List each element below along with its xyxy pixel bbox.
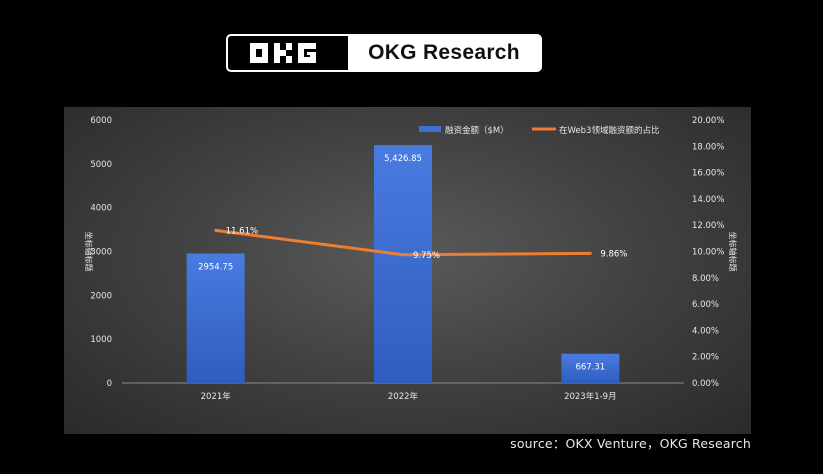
line-data-label: 9.75%	[413, 251, 440, 261]
brand-logo-frame: OKG Research	[226, 34, 542, 72]
brand-name-box: OKG Research	[348, 36, 540, 70]
funding-chart: 0 1000 2000 3000 4000 5000 6000 0.00% 2.00% 4.00%…	[84, 116, 738, 402]
okx-logo-icon	[250, 43, 316, 63]
y-right-tick-label: 0.00%	[692, 379, 719, 389]
y-right-tick-label: 14.00%	[692, 195, 724, 205]
y-left-tick-label: 4000	[90, 204, 112, 214]
y-right-tick-label: 18.00%	[692, 142, 724, 152]
chart-panel: 0 1000 2000 3000 4000 5000 6000 0.00% 2.00% 4.00%…	[64, 107, 751, 434]
x-tick-label: 2022年	[388, 391, 419, 402]
y-right-tick-label: 10.00%	[692, 248, 724, 258]
legend-line-label: 在Web3领域融资额的占比	[559, 125, 659, 136]
bar-data-label: 2954.75	[198, 262, 233, 272]
y-left-tick-label: 5000	[90, 160, 112, 170]
y-right-tick-label: 8.00%	[692, 274, 719, 284]
bar	[561, 353, 620, 383]
y-left-tick-label: 2000	[90, 291, 112, 301]
source-note: source：OKX Venture，OKG Research	[510, 436, 751, 451]
line-data-label: 9.86%	[600, 249, 627, 259]
y-right-tick-label: 16.00%	[692, 169, 724, 179]
y-left-axis-title: 坐标轴标题	[84, 232, 94, 272]
y-right-tick-label: 6.00%	[692, 300, 719, 310]
brand-name: OKG Research	[368, 41, 520, 64]
y-right-tick-label: 20.00%	[692, 116, 724, 126]
y-left-tick-label: 6000	[90, 116, 112, 126]
y-right-tick-label: 4.00%	[692, 326, 719, 336]
bar	[374, 145, 432, 383]
y-left-tick-label: 1000	[90, 335, 112, 345]
bar-data-label: 5,426.85	[384, 154, 422, 164]
y-left-tick-label: 3000	[90, 248, 112, 258]
y-right-tick-label: 2.00%	[692, 353, 719, 363]
x-tick-label: 2021年	[201, 391, 232, 402]
line-series	[214, 228, 592, 257]
bar-data-label: 667.31	[575, 363, 605, 373]
y-left-tick-label: 0	[107, 379, 112, 389]
bar	[186, 253, 245, 383]
line-data-label: 11.61%	[226, 226, 258, 236]
x-tick-label: 2023年1-9月	[564, 391, 617, 402]
legend-bar-swatch	[419, 126, 441, 132]
brand-logo: OKG Research	[218, 28, 550, 78]
y-right-tick-label: 12.00%	[692, 221, 724, 231]
y-right-axis-title: 坐标轴标题	[728, 232, 738, 272]
legend-bar-label: 融资金额（$M）	[445, 125, 509, 136]
